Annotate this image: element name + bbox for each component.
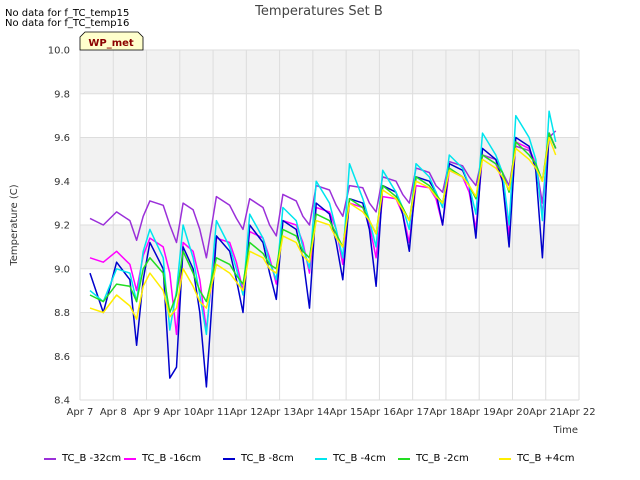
- y-tick-label: 9.4: [54, 177, 70, 188]
- y-axis-label: Temperature (C): [9, 184, 20, 266]
- plot-band: [80, 50, 579, 94]
- y-tick-label: 9.2: [54, 221, 70, 232]
- plot-band: [80, 225, 579, 269]
- y-tick-label: 8.4: [54, 396, 70, 407]
- legend-swatch: [315, 457, 327, 460]
- x-tick-label: Apr 15: [330, 407, 363, 418]
- x-tick-label: Apr 11: [196, 407, 229, 418]
- wp-met-badge: WP_met: [79, 31, 144, 51]
- x-tick-label: Apr 18: [429, 407, 462, 418]
- legend-swatch: [44, 457, 56, 460]
- no-data-message-2: No data for f_TC_temp16: [5, 18, 130, 29]
- x-tick-label: Apr 10: [163, 407, 196, 418]
- x-axis-label: Time: [553, 425, 578, 436]
- legend-label: TC_B -8cm: [241, 453, 294, 464]
- x-tick-label: Apr 13: [263, 407, 296, 418]
- x-tick-label: Apr 12: [230, 407, 263, 418]
- wp-met-badge-label: WP_met: [88, 38, 134, 49]
- x-tick-label: Apr 7: [67, 407, 94, 418]
- legend-swatch: [499, 457, 511, 460]
- legend-item: TC_B -2cm: [398, 453, 469, 464]
- x-tick-label: Apr 9: [133, 407, 160, 418]
- legend-swatch: [223, 457, 235, 460]
- chart-title: Temperatures Set B: [254, 4, 383, 19]
- legend-label: TC_B -4cm: [333, 453, 386, 464]
- x-tick-label: Apr 22: [562, 407, 595, 418]
- legend-swatch: [124, 457, 136, 460]
- legend-label: TC_B +4cm: [517, 453, 575, 464]
- x-tick-label: Apr 19: [463, 407, 496, 418]
- legend-label: TC_B -16cm: [142, 453, 202, 464]
- x-tick-label: Apr 16: [363, 407, 396, 418]
- x-tick-label: Apr 21: [529, 407, 562, 418]
- y-tick-label: 8.6: [54, 352, 70, 363]
- chart-legend: TC_B -32cm TC_B -16cm TC_B -8cm TC_B -4cm TC…: [0, 453, 640, 469]
- x-tick-label: Apr 17: [396, 407, 429, 418]
- legend-item: TC_B -8cm: [223, 453, 294, 464]
- x-tick-label: Apr 20: [496, 407, 529, 418]
- legend-item: TC_B -32cm: [44, 453, 121, 464]
- legend-item: TC_B -4cm: [315, 453, 386, 464]
- legend-label: TC_B -2cm: [416, 453, 469, 464]
- x-tick-label: Apr 8: [100, 407, 127, 418]
- plot-band: [80, 312, 579, 357]
- legend-item: TC_B +4cm: [499, 453, 575, 464]
- y-tick-label: 9.6: [54, 133, 70, 144]
- legend-swatch: [398, 457, 410, 460]
- series-line-tcb-4cm: [89, 110, 557, 336]
- series-line-tcb+4cm: [89, 136, 557, 320]
- legend-label: TC_B -32cm: [62, 453, 122, 464]
- y-tick-label: 10.0: [48, 46, 70, 57]
- y-tick-label: 9.8: [54, 89, 70, 100]
- legend-item: TC_B -16cm: [124, 453, 201, 464]
- y-tick-label: 8.8: [54, 308, 70, 319]
- no-data-message-1: No data for f_TC_temp15: [5, 8, 130, 19]
- x-tick-label: Apr 14: [296, 407, 329, 418]
- y-tick-label: 9.0: [54, 264, 70, 275]
